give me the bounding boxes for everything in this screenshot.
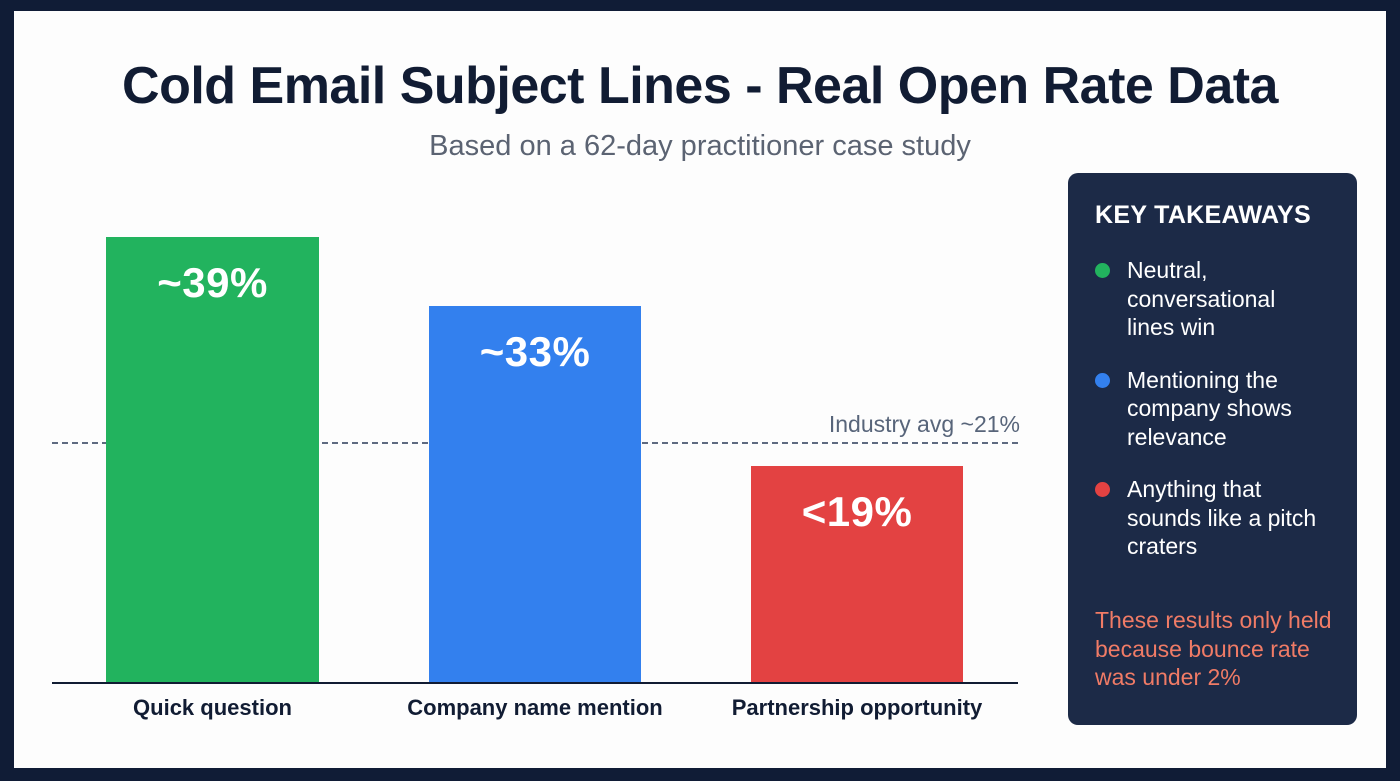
- blue-bullet-icon: [1095, 372, 1110, 388]
- takeaway-text: Mentioning the company shows relevance: [1127, 366, 1292, 450]
- category-label: Quick question: [133, 695, 292, 720]
- green-bullet-icon: [1095, 263, 1110, 278]
- takeaway-text: Anything that sounds like a pitch crater…: [1127, 476, 1317, 559]
- takeaway-item: Neutral, conversational lines win: [1095, 256, 1333, 342]
- page-title: Cold Email Subject Lines - Real Open Rat…: [122, 57, 1278, 115]
- bar-value-label: ~39%: [157, 259, 268, 306]
- bar-company-name-mention: ~33%: [429, 306, 641, 683]
- red-bullet-icon: [1095, 482, 1110, 497]
- bar-value-label: <19%: [801, 488, 913, 535]
- industry-average-label: Industry avg ~21%: [828, 411, 1020, 437]
- x-axis-baseline: [52, 682, 1018, 684]
- bar-partnership-opportunity: <19%: [751, 466, 963, 683]
- category-label: Partnership opportunity: [731, 695, 983, 720]
- key-takeaways-panel: KEY TAKEAWAYS Neutral, conversational li…: [1068, 173, 1357, 725]
- bar-quick-question: ~39%: [106, 237, 319, 683]
- takeaway-item: Anything that sounds like a pitch crater…: [1095, 475, 1333, 561]
- takeaway-item: Mentioning the company shows relevance: [1095, 366, 1333, 452]
- bounce-rate-note: These results only held because bounce r…: [1095, 607, 1332, 690]
- page-subtitle: Based on a 62-day practitioner case stud…: [429, 130, 971, 162]
- bar-value-label: ~33%: [479, 328, 591, 375]
- takeaway-text: Neutral, conversational lines win: [1127, 257, 1276, 340]
- category-label: Company name mention: [407, 695, 663, 720]
- panel-title: KEY TAKEAWAYS: [1095, 201, 1311, 229]
